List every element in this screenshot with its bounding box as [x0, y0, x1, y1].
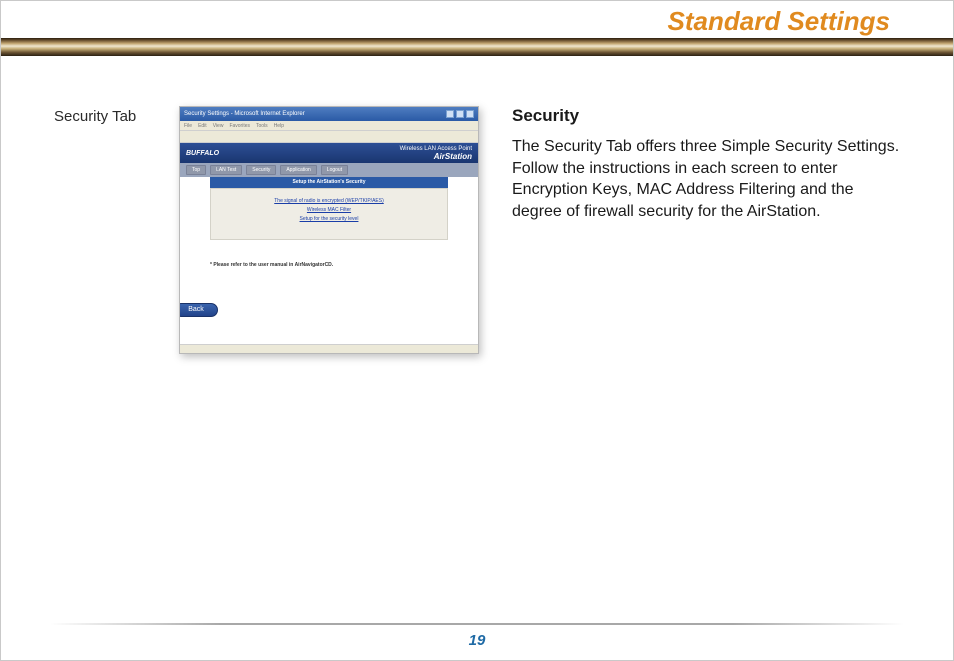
setup-title: Setup the AirStation's Security	[210, 177, 448, 188]
page-number: 19	[0, 632, 954, 649]
window-controls	[446, 110, 474, 118]
browser-toolbar	[180, 131, 478, 143]
setup-panel: The signal of radio is encrypted (WEP/TK…	[210, 188, 448, 240]
tab-logout: Logout	[321, 165, 348, 175]
maximize-icon	[456, 110, 464, 118]
section-heading: Security	[512, 106, 900, 126]
menu-item: Favorites	[229, 123, 250, 129]
right-column: Security The Security Tab offers three S…	[512, 106, 900, 354]
security-link-mac-filter: Wireless MAC Filter	[215, 207, 443, 213]
page-title: Standard Settings	[668, 6, 890, 37]
content-area: Security Tab Security Settings - Microso…	[54, 106, 900, 354]
tab-lan-test: LAN Test	[210, 165, 242, 175]
window-titlebar: Security Settings - Microsoft Internet E…	[180, 107, 478, 121]
embedded-screenshot: Security Settings - Microsoft Internet E…	[179, 106, 479, 354]
browser-menubar: File Edit View Favorites Tools Help	[180, 121, 478, 131]
manual-note: * Please refer to the user manual in Air…	[210, 262, 448, 268]
security-link-level: Setup for the security level	[215, 216, 443, 222]
brand-product: Wireless LAN Access Point AirStation	[400, 146, 472, 161]
screenshot-body: Setup the AirStation's Security The sign…	[180, 177, 478, 343]
tab-application: Application	[280, 165, 316, 175]
screenshot-caption: Security Tab	[54, 106, 169, 354]
close-icon	[466, 110, 474, 118]
header-bar: Standard Settings	[0, 0, 954, 54]
section-body: The Security Tab offers three Simple Sec…	[512, 136, 900, 222]
browser-statusbar	[180, 344, 478, 353]
brand-bar: BUFFALO Wireless LAN Access Point AirSta…	[180, 143, 478, 163]
left-column: Security Tab Security Settings - Microso…	[54, 106, 494, 354]
back-button: Back	[179, 303, 218, 317]
menu-item: File	[184, 123, 192, 129]
header-divider	[0, 38, 954, 56]
tab-top: Top	[186, 165, 206, 175]
tab-security: Security	[246, 165, 276, 175]
window-title-text: Security Settings - Microsoft Internet E…	[184, 111, 305, 117]
brand-product-line1: Wireless LAN Access Point	[400, 146, 472, 152]
security-link-encryption: The signal of radio is encrypted (WEP/TK…	[215, 198, 443, 204]
menu-item: Edit	[198, 123, 207, 129]
nav-tabbar: Top LAN Test Security Application Logout	[180, 163, 478, 177]
minimize-icon	[446, 110, 454, 118]
brand-logo: BUFFALO	[186, 150, 219, 157]
menu-item: View	[213, 123, 224, 129]
brand-product-line2: AirStation	[400, 152, 472, 161]
menu-item: Tools	[256, 123, 268, 129]
footer-rule	[50, 623, 904, 625]
menu-item: Help	[274, 123, 284, 129]
